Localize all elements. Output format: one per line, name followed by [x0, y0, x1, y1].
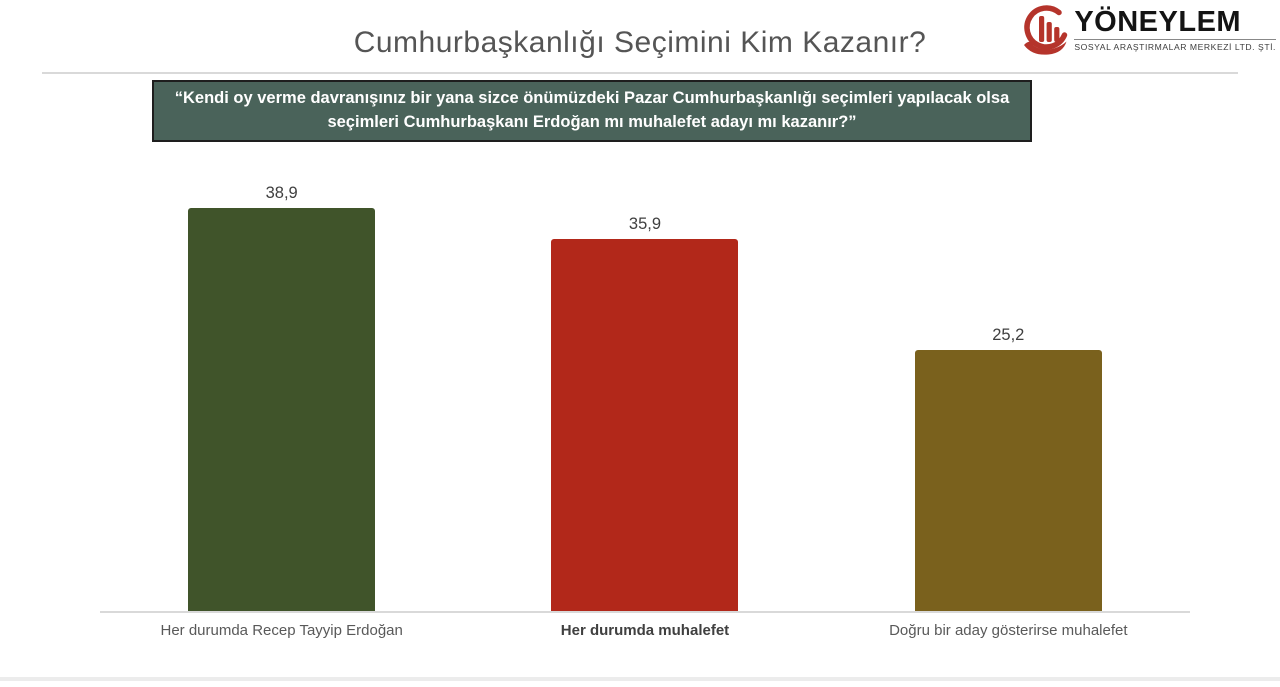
- bar-muhalefet: [551, 239, 739, 611]
- hand-holding-bar-chart-icon: [1018, 4, 1072, 56]
- data-label: 38,9: [265, 184, 298, 202]
- data-label: 35,9: [628, 215, 662, 233]
- title-divider: [42, 72, 1238, 74]
- data-label: 25,2: [992, 326, 1025, 344]
- bar-group-dogru-aday: 25,2: [827, 178, 1190, 611]
- category-label: Her durumda muhalefet: [560, 622, 730, 639]
- logo-name: YÖNEYLEM: [1074, 6, 1242, 38]
- survey-question-box: “Kendi oy verme davranışınız bir yana si…: [152, 80, 1032, 142]
- logo-text-block: YÖNEYLEM SOSYAL ARAŞTIRMALAR MERKEZİ LTD…: [1074, 8, 1276, 52]
- bar-dogru-aday: [914, 350, 1102, 611]
- plot-area: 38,9 35,9 25,2: [100, 178, 1190, 613]
- page-title: Cumhurbaşkanlığı Seçimini Kim Kazanır?: [353, 26, 927, 59]
- survey-question-text: “Kendi oy verme davranışınız bir yana si…: [174, 89, 1010, 131]
- category-label: Doğru bir aday gösterirse muhalefet: [889, 622, 1128, 639]
- bar-chart: 38,9 35,9 25,2 Her durumda Recep Tayyip …: [100, 178, 1190, 639]
- bar-erdogan: [188, 208, 376, 611]
- footer-divider: [0, 677, 1280, 681]
- category-axis: Her durumda Recep Tayyip Erdoğan Her dur…: [100, 622, 1190, 639]
- yoneylem-logo: YÖNEYLEM SOSYAL ARAŞTIRMALAR MERKEZİ LTD…: [1018, 4, 1276, 56]
- bar-group-muhalefet: 35,9: [463, 178, 826, 611]
- logo-subtitle: SOSYAL ARAŞTIRMALAR MERKEZİ LTD. ŞTİ.: [1074, 39, 1276, 52]
- bar-group-erdogan: 38,9: [100, 178, 463, 611]
- category-label: Her durumda Recep Tayyip Erdoğan: [160, 622, 403, 639]
